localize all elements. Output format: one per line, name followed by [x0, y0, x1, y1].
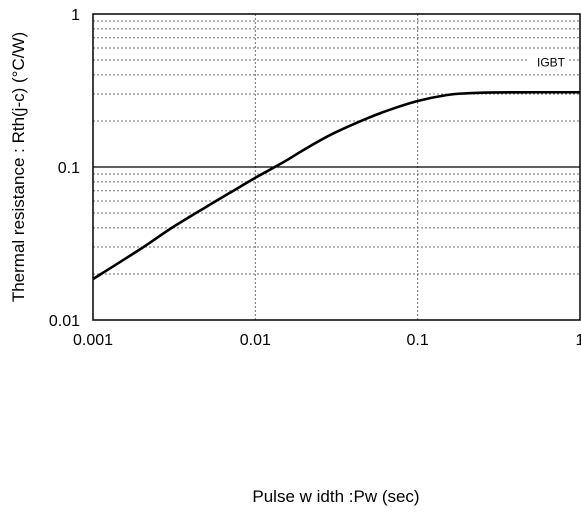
tick-labels: 0.001 0.01 0.1 1 0.01 0.1 1	[49, 7, 581, 349]
y-tick-label: 1	[71, 7, 80, 24]
y-tick-label: 0.1	[58, 160, 80, 177]
plot-frame	[92, 13, 581, 321]
x-tick-label: 0.001	[73, 332, 113, 349]
x-tick-label: 1	[576, 332, 581, 349]
x-tick-label: 0.01	[240, 332, 271, 349]
x-tick-label: 0.1	[407, 332, 429, 349]
series-label-background	[528, 55, 568, 71]
y-tick-label: 0.01	[49, 313, 80, 330]
grid	[93, 14, 580, 320]
y-axis-title: Thermal resistance : Rth(j-c) (°C/W)	[9, 32, 28, 302]
series-label: IGBT	[537, 55, 566, 69]
x-axis-title: Pulse w idth :Pw (sec)	[252, 487, 419, 506]
series: IGBT	[92, 55, 580, 281]
series-line-igbt	[92, 90, 580, 281]
